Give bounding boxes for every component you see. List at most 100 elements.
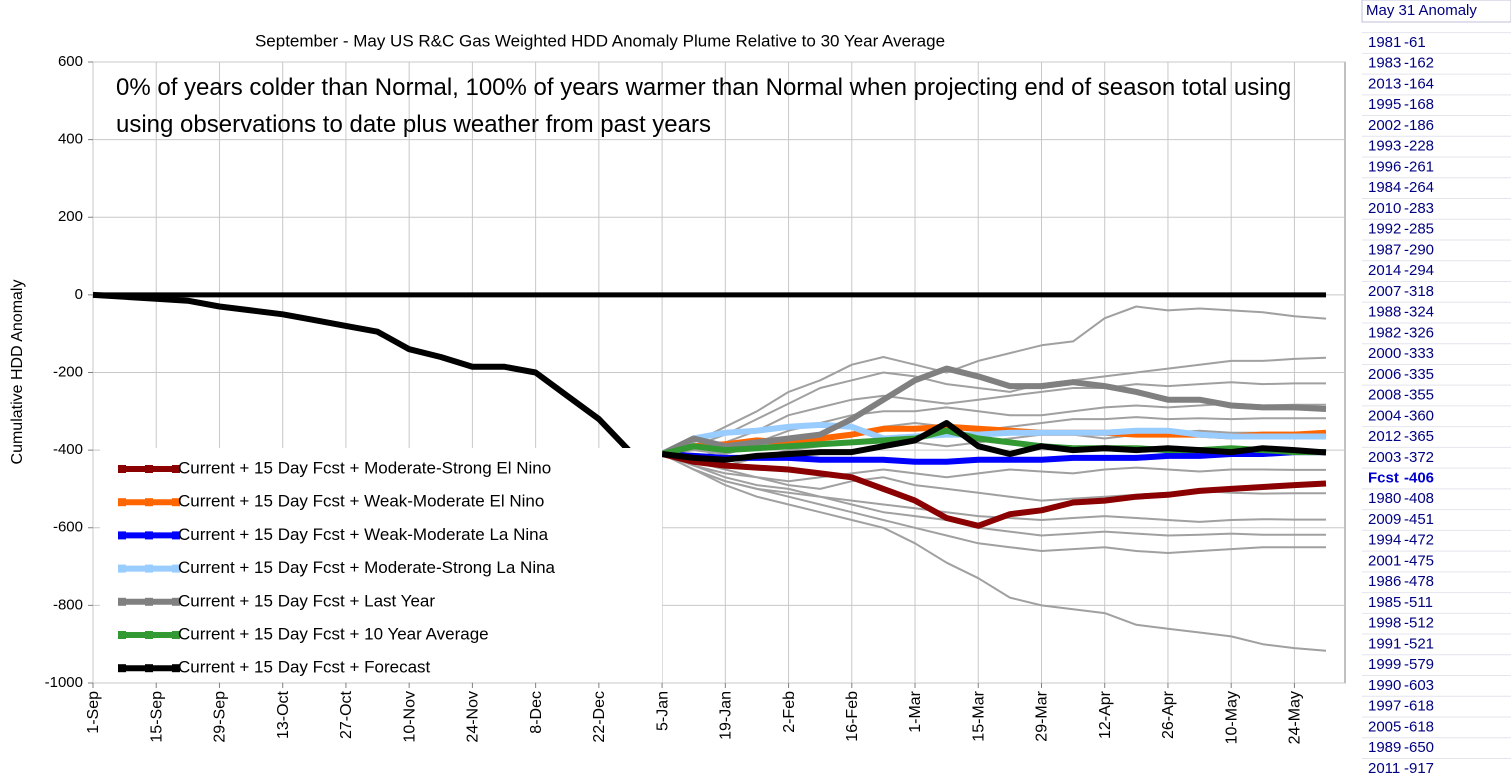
legend-marker bbox=[145, 631, 153, 639]
data-line bbox=[92, 291, 663, 457]
table-value: -164 bbox=[1404, 75, 1434, 92]
legend-marker bbox=[118, 531, 126, 540]
table-year: 1982 bbox=[1368, 324, 1401, 341]
table-value: -917 bbox=[1404, 760, 1434, 777]
data-line bbox=[661, 451, 1327, 529]
legend-marker bbox=[145, 597, 153, 606]
table-year: 2007 bbox=[1368, 283, 1401, 300]
table-value: -603 bbox=[1404, 677, 1434, 694]
data-line bbox=[661, 453, 1326, 554]
legend-marker bbox=[118, 597, 126, 606]
data-line bbox=[661, 356, 1327, 455]
table-value: -360 bbox=[1404, 407, 1434, 424]
table-year: 2009 bbox=[1368, 511, 1401, 528]
table-year: 1988 bbox=[1368, 304, 1401, 321]
x-tick-label: 24-May bbox=[1287, 691, 1304, 744]
chart-title: September - May US R&C Gas Weighted HDD … bbox=[255, 31, 945, 50]
legend-marker bbox=[145, 664, 153, 673]
table-year: 2013 bbox=[1368, 75, 1401, 92]
table-year: 1986 bbox=[1368, 573, 1401, 590]
table-year: 1987 bbox=[1368, 241, 1401, 258]
x-tick-label: 15-Sep bbox=[148, 691, 165, 743]
x-tick-label: 10-May bbox=[1223, 691, 1240, 744]
table-value: -365 bbox=[1404, 428, 1434, 445]
table-year: 1999 bbox=[1368, 656, 1401, 673]
table-year: 1994 bbox=[1368, 532, 1401, 549]
legend-label: Current + 15 Day Fcst + Last Year bbox=[178, 591, 435, 610]
table-value: -579 bbox=[1404, 656, 1434, 673]
data-line bbox=[660, 365, 1327, 457]
legend-label: Current + 15 Day Fcst + Moderate-Strong … bbox=[178, 558, 556, 577]
legend-label: Current + 15 Day Fcst + Moderate-Strong … bbox=[178, 458, 551, 477]
legend-marker bbox=[118, 465, 126, 473]
y-tick-label: 600 bbox=[58, 53, 83, 70]
legend-label: Current + 15 Day Fcst + 10 Year Average bbox=[178, 624, 489, 643]
x-tick-label: 10-Nov bbox=[401, 691, 418, 743]
table-year: 2005 bbox=[1368, 718, 1401, 735]
table-value: -512 bbox=[1404, 615, 1434, 632]
table-value: -650 bbox=[1404, 739, 1434, 756]
data-line bbox=[661, 420, 1327, 463]
x-tick-label: 1-Sep bbox=[85, 691, 102, 734]
table-year: 1981 bbox=[1368, 34, 1401, 51]
table-year: 1985 bbox=[1368, 594, 1401, 611]
table-year: 1996 bbox=[1368, 158, 1401, 175]
legend-marker bbox=[118, 498, 126, 507]
x-tick-label: 22-Dec bbox=[591, 691, 608, 743]
table-year: 2003 bbox=[1368, 449, 1401, 466]
legend-marker bbox=[172, 631, 180, 639]
table-value: -264 bbox=[1404, 179, 1434, 196]
x-tick-label: 16-Feb bbox=[844, 691, 861, 742]
table-year: 2011 bbox=[1368, 760, 1400, 777]
legend-label: Current + 15 Day Fcst + Weak-Moderate El… bbox=[178, 492, 544, 511]
legend-marker bbox=[172, 465, 180, 473]
table-value: -335 bbox=[1404, 366, 1434, 383]
table-value: -285 bbox=[1404, 221, 1434, 238]
table-year: 2002 bbox=[1368, 117, 1401, 134]
legend-marker bbox=[145, 531, 153, 540]
table-value: -475 bbox=[1404, 552, 1434, 569]
x-tick-label: 8-Dec bbox=[528, 691, 545, 734]
table-value: -324 bbox=[1404, 304, 1434, 321]
table-year: 1998 bbox=[1368, 615, 1401, 632]
table-value: -406 bbox=[1404, 470, 1434, 487]
legend-marker bbox=[172, 498, 180, 507]
x-tick-label: 2-Feb bbox=[781, 691, 798, 733]
table-value: -162 bbox=[1404, 55, 1434, 72]
table-value: -326 bbox=[1404, 324, 1434, 341]
table-value: -355 bbox=[1404, 387, 1434, 404]
table-value: -168 bbox=[1404, 96, 1434, 113]
y-tick-label: 400 bbox=[58, 131, 83, 148]
legend-marker bbox=[145, 498, 153, 507]
x-tick-label: 24-Nov bbox=[465, 691, 482, 743]
table-year: 2008 bbox=[1368, 387, 1401, 404]
table-year: 1984 bbox=[1368, 179, 1401, 196]
legend-marker bbox=[172, 564, 180, 573]
annotation: 0% of years colder than Normal, 100% of … bbox=[116, 74, 1292, 138]
legend-box bbox=[100, 448, 662, 682]
data-line bbox=[661, 305, 1327, 455]
legend-marker bbox=[145, 465, 153, 473]
table-value: -408 bbox=[1404, 490, 1434, 507]
table-value: -283 bbox=[1404, 200, 1434, 217]
x-tick-label: 1-Mar bbox=[907, 690, 924, 732]
y-tick-label: 0 bbox=[75, 286, 83, 303]
table-value: -261 bbox=[1404, 158, 1434, 175]
table-header-box bbox=[1361, 0, 1511, 23]
table-year: 2006 bbox=[1368, 366, 1401, 383]
data-line bbox=[661, 381, 1326, 455]
table-value: -478 bbox=[1404, 573, 1434, 590]
table-year: 2010 bbox=[1368, 200, 1401, 217]
x-tick-label: 12-Apr bbox=[1097, 690, 1114, 739]
table-year: 1997 bbox=[1368, 698, 1401, 715]
table-year: 1990 bbox=[1368, 677, 1401, 694]
legend-marker bbox=[145, 564, 153, 573]
table-value: -511 bbox=[1404, 594, 1433, 611]
legend-marker bbox=[118, 564, 126, 573]
table-year: 1992 bbox=[1368, 221, 1401, 238]
table-year: 2000 bbox=[1368, 345, 1401, 362]
table-value: -318 bbox=[1404, 283, 1434, 300]
legend-label: Current + 15 Day Fcst + Forecast bbox=[178, 658, 431, 677]
table-value: -372 bbox=[1404, 449, 1434, 466]
